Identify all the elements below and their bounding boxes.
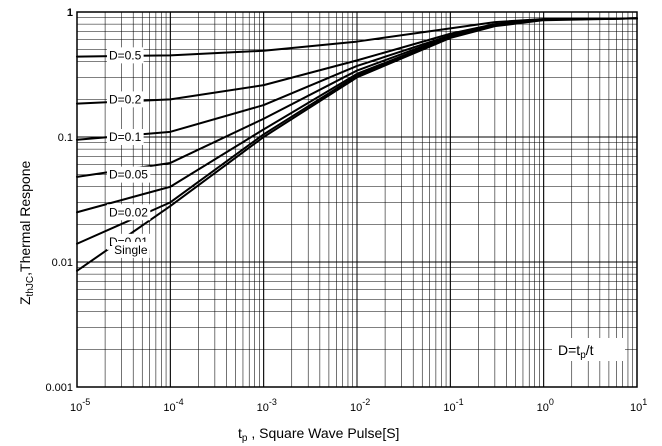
- series-label-6: Single: [114, 243, 148, 257]
- plot-frame: [76, 11, 638, 388]
- series-line-6: [76, 17, 638, 272]
- series-label-4: D=0.02: [109, 205, 148, 219]
- y-axis-title-main: Z: [17, 296, 33, 305]
- series-label-bg-3: [106, 166, 151, 183]
- series-label-bg-0: [106, 47, 144, 64]
- duty-cycle-annotation: D=tp/t: [552, 338, 625, 361]
- series-label-bg-2: [106, 129, 144, 145]
- x-axis-title-sub: p: [242, 433, 248, 444]
- annotation-box: [552, 338, 625, 361]
- y-tick-label-0: 0.001: [45, 382, 73, 394]
- y-axis-title-sub: thJC: [25, 276, 36, 297]
- x-tick-label-1: 10-4: [163, 397, 183, 414]
- x-axis-title-rest: , Square Wave Pulse[S]: [247, 425, 399, 441]
- x-tick-label-0: 10-5: [70, 397, 90, 414]
- x-tick-labels: 10-5 10-4 10-3 10-2 10-1 100 101: [70, 397, 647, 414]
- annotation-sub: p: [580, 350, 586, 361]
- y-axis-title: ZthJC,Thermal Respone: [17, 160, 36, 305]
- y-tick-labels: 0.001 0.01 0.1 1: [45, 7, 73, 394]
- x-tick-label-5: 100: [537, 397, 554, 414]
- x-tick-label-6: 101: [630, 397, 647, 414]
- y-tick-label-2: 0.1: [58, 132, 73, 144]
- x-tick-label-4: 10-1: [443, 397, 463, 414]
- y-axis-title-rest: ,Thermal Respone: [17, 160, 33, 275]
- series-label-3: D=0.05: [109, 168, 148, 182]
- y-tick-label-3: 1: [67, 7, 73, 19]
- x-tick-label-3: 10-2: [350, 397, 370, 414]
- annotation-prefix: D=t: [558, 342, 580, 358]
- series-label-1: D=0.2: [109, 92, 142, 106]
- x-axis-title-main: t: [238, 425, 242, 441]
- annotation-text: D=tp/t: [558, 342, 594, 361]
- x-tick-label-2: 10-3: [257, 397, 277, 414]
- y-tick-label-1: 0.01: [52, 257, 73, 269]
- series-label-2: D=0.1: [109, 130, 142, 144]
- series-label-bg-6: [112, 241, 150, 258]
- grid: [76, 11, 638, 388]
- x-axis-title: tp , Square Wave Pulse[S]: [238, 425, 399, 444]
- series-label-bg-1: [106, 91, 144, 108]
- series-label-bg-4: [106, 204, 151, 221]
- annotation-suffix: /t: [586, 342, 594, 358]
- series-label-0: D=0.5: [109, 48, 142, 62]
